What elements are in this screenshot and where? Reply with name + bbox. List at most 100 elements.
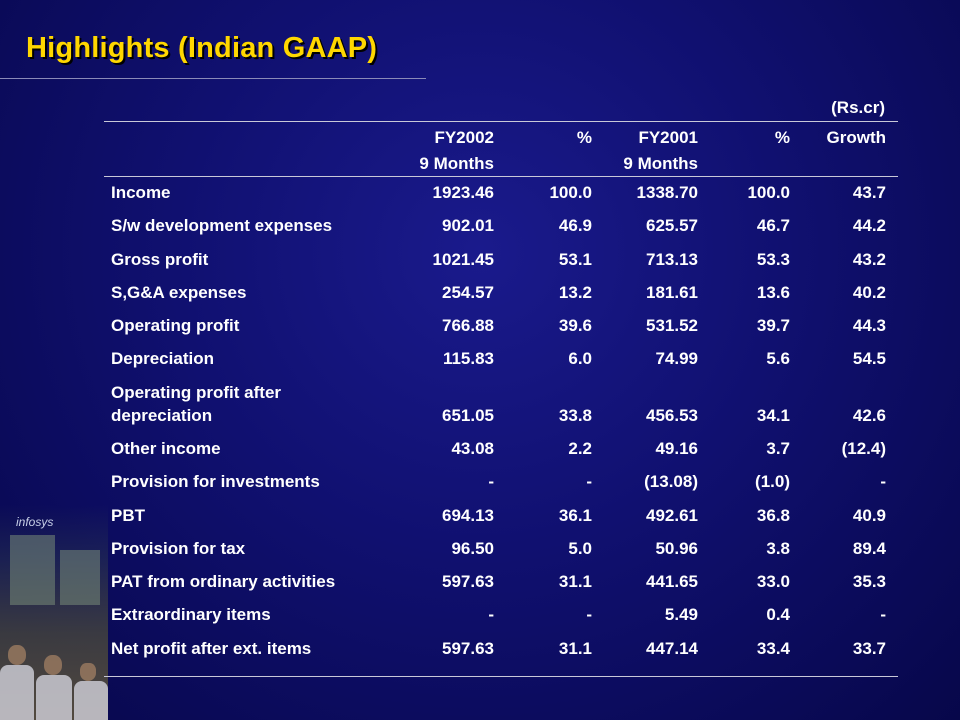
cell-fy2002: - bbox=[488, 472, 494, 491]
cell-pct2002: 33.8 bbox=[558, 406, 592, 425]
cell-pct2001: 5.6 bbox=[766, 349, 790, 368]
table-row: Operating profit 766.88 39.6 531.52 39.7 44.3 bbox=[0, 314, 960, 338]
row-label: S/w development expenses bbox=[111, 216, 333, 235]
table-row: PBT 694.13 36.1 492.61 36.8 40.9 bbox=[0, 504, 960, 528]
row-label: Gross profit bbox=[111, 250, 209, 269]
cell-fy2001: 5.49 bbox=[664, 605, 698, 624]
row-label: Extraordinary items bbox=[111, 605, 271, 624]
cell-fy2001: 441.65 bbox=[646, 572, 698, 591]
header-line: % bbox=[774, 128, 790, 147]
cell-growth: 44.3 bbox=[852, 316, 886, 335]
header-line: FY2001 bbox=[638, 128, 698, 147]
cell-fy2002: 766.88 bbox=[442, 316, 494, 335]
column-header-fy2002: FY2002 9 Months bbox=[380, 125, 494, 177]
cell-fy2002: - bbox=[488, 605, 494, 624]
cell-pct2002: 39.6 bbox=[558, 316, 592, 335]
header-line: Growth bbox=[826, 128, 887, 147]
table-row: Net profit after ext. items 597.63 31.1 447… bbox=[0, 637, 960, 661]
row-label: Provision for tax bbox=[111, 539, 246, 558]
person-head bbox=[44, 655, 62, 675]
cell-fy2002: 1021.45 bbox=[432, 250, 494, 269]
cell-fy2001: 181.61 bbox=[646, 283, 698, 302]
cell-fy2002: 694.13 bbox=[442, 506, 494, 525]
cell-pct2002: 36.1 bbox=[558, 506, 592, 525]
cell-fy2002: 597.63 bbox=[442, 572, 494, 591]
cell-fy2001: 531.52 bbox=[646, 316, 698, 335]
table-row: PAT from ordinary activities 597.63 31.1 44… bbox=[0, 570, 960, 594]
cell-growth: - bbox=[880, 605, 886, 624]
row-label: Provision for investments bbox=[111, 472, 320, 491]
building-shape bbox=[60, 550, 100, 605]
cell-pct2002: 46.9 bbox=[558, 216, 592, 235]
cell-growth: 43.2 bbox=[852, 250, 886, 269]
row-label: S,G&A expenses bbox=[111, 283, 247, 302]
person-head bbox=[8, 645, 26, 665]
cell-fy2001: (13.08) bbox=[644, 472, 698, 491]
cell-pct2001: 13.6 bbox=[756, 283, 790, 302]
column-header-growth: Growth bbox=[796, 125, 887, 151]
cell-fy2002: 597.63 bbox=[442, 639, 494, 658]
table-row: Extraordinary items - - 5.49 0.4 - bbox=[0, 603, 960, 627]
row-label: PBT bbox=[111, 506, 145, 525]
cell-fy2002: 96.50 bbox=[451, 539, 494, 558]
cell-pct2001: 46.7 bbox=[756, 216, 790, 235]
cell-pct2001: 0.4 bbox=[766, 605, 790, 624]
cell-fy2001: 625.57 bbox=[646, 216, 698, 235]
cell-pct2001: 100.0 bbox=[747, 183, 790, 202]
cell-fy2002: 902.01 bbox=[442, 216, 494, 235]
row-label: PAT from ordinary activities bbox=[111, 572, 336, 591]
row-label: Depreciation bbox=[111, 349, 214, 368]
table-row: Provision for tax 96.50 5.0 50.96 3.8 89.4 bbox=[0, 537, 960, 561]
header-line: % bbox=[576, 128, 592, 147]
table-row: Operating profit after depreciation 651.05… bbox=[0, 383, 960, 428]
cell-fy2001: 74.99 bbox=[655, 349, 698, 368]
cell-growth: 40.2 bbox=[852, 283, 886, 302]
title-underline bbox=[0, 78, 426, 79]
cell-pct2001: 53.3 bbox=[756, 250, 790, 269]
cell-fy2001: 49.16 bbox=[655, 439, 698, 458]
cell-fy2001: 456.53 bbox=[646, 406, 698, 425]
cell-pct2002: - bbox=[586, 472, 592, 491]
cell-pct2002: 6.0 bbox=[568, 349, 592, 368]
table-row: S,G&A expenses 254.57 13.2 181.61 13.6 40.2 bbox=[0, 281, 960, 305]
row-label: Other income bbox=[111, 439, 221, 458]
cell-growth: 89.4 bbox=[852, 539, 886, 558]
cell-fy2001: 50.96 bbox=[655, 539, 698, 558]
company-logo: infosys bbox=[16, 515, 54, 529]
cell-fy2001: 713.13 bbox=[646, 250, 698, 269]
table-row: Income 1923.46 100.0 1338.70 100.0 43.7 bbox=[0, 181, 960, 205]
units-label: (Rs.cr) bbox=[831, 98, 885, 117]
column-header-pct2002: % bbox=[500, 125, 592, 151]
cell-growth: 42.6 bbox=[852, 406, 886, 425]
cell-growth: - bbox=[880, 472, 886, 491]
header-line: 9 Months bbox=[419, 154, 494, 173]
cell-pct2001: 33.4 bbox=[756, 639, 790, 658]
row-label: depreciation bbox=[111, 406, 213, 425]
cell-pct2002: 2.2 bbox=[568, 439, 592, 458]
table-row: Provision for investments - - (13.08) (1.0) - bbox=[0, 470, 960, 494]
cell-pct2001: 33.0 bbox=[756, 572, 790, 591]
cell-fy2002: 651.05 bbox=[442, 406, 494, 425]
cell-growth: (12.4) bbox=[841, 439, 886, 458]
table-row: Other income 43.08 2.2 49.16 3.7 (12.4) bbox=[0, 437, 960, 461]
cell-pct2001: 3.8 bbox=[766, 539, 790, 558]
cell-fy2002: 43.08 bbox=[451, 439, 494, 458]
cell-growth: 40.9 bbox=[852, 506, 886, 525]
person-body bbox=[74, 681, 108, 720]
table-bottom-rule bbox=[104, 676, 898, 677]
cell-pct2002: 5.0 bbox=[568, 539, 592, 558]
header-bottom-rule bbox=[104, 176, 898, 177]
row-label: Income bbox=[111, 183, 171, 202]
person-head bbox=[80, 663, 96, 681]
header-line: FY2002 bbox=[434, 128, 494, 147]
cell-fy2001: 492.61 bbox=[646, 506, 698, 525]
cell-pct2002: 13.2 bbox=[558, 283, 592, 302]
header-line: 9 Months bbox=[623, 154, 698, 173]
cell-pct2002: 31.1 bbox=[558, 639, 592, 658]
row-label: Net profit after ext. items bbox=[111, 639, 312, 658]
cell-fy2002: 254.57 bbox=[442, 283, 494, 302]
cell-pct2002: - bbox=[586, 605, 592, 624]
decorative-office-photo: infosys bbox=[0, 505, 108, 720]
row-label-line: Operating profit after bbox=[111, 383, 282, 402]
cell-growth: 43.7 bbox=[852, 183, 886, 202]
